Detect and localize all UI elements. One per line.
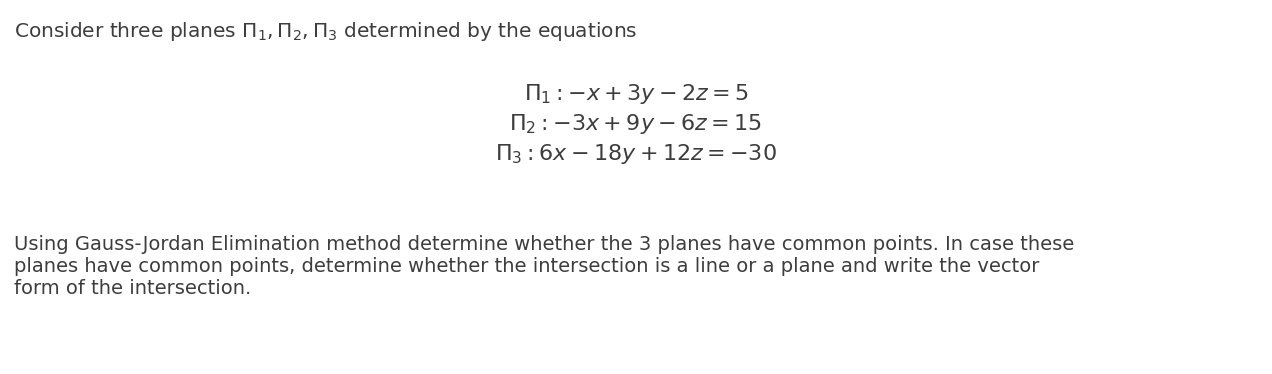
Text: $\Pi_2 : {-3x} + 9y - 6z = 15$: $\Pi_2 : {-3x} + 9y - 6z = 15$ bbox=[510, 112, 762, 136]
Text: Using Gauss-Jordan Elimination method determine whether the 3 planes have common: Using Gauss-Jordan Elimination method de… bbox=[14, 235, 1075, 254]
Text: $\Pi_1 : {-x} + 3y - 2z = 5$: $\Pi_1 : {-x} + 3y - 2z = 5$ bbox=[524, 82, 748, 106]
Text: Consider three planes $\Pi_1, \Pi_2, \Pi_3$ determined by the equations: Consider three planes $\Pi_1, \Pi_2, \Pi… bbox=[14, 20, 637, 43]
Text: form of the intersection.: form of the intersection. bbox=[14, 279, 252, 298]
Text: $\Pi_3 : 6x - 18y + 12z = {-30}$: $\Pi_3 : 6x - 18y + 12z = {-30}$ bbox=[495, 142, 777, 166]
Text: planes have common points, determine whether the intersection is a line or a pla: planes have common points, determine whe… bbox=[14, 257, 1039, 276]
